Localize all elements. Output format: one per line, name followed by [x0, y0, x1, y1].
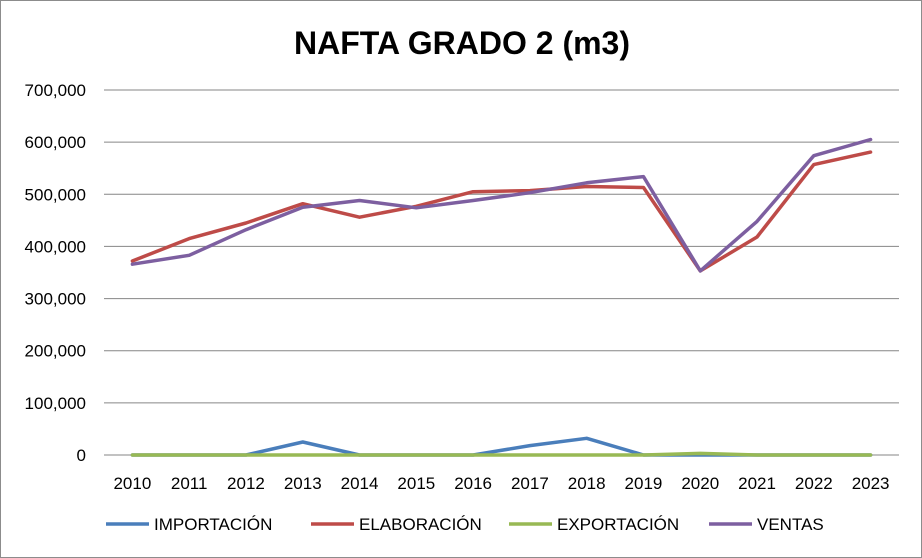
gridlines	[104, 89, 899, 456]
x-tick-label: 2017	[511, 474, 549, 493]
y-tick-label: 0	[77, 446, 86, 465]
x-axis-ticks: 2010 2011 2012 2013 2014 2015 2016 2017 2018 2019…	[113, 474, 889, 493]
chart-title: NAFTA GRADO 2 (m3)	[294, 25, 630, 61]
y-tick-label: 600,000	[25, 133, 86, 152]
series-line	[130, 150, 873, 273]
legend-label: IMPORTACIÓN	[154, 515, 272, 534]
x-tick-label: 2016	[454, 474, 492, 493]
x-tick-label: 2021	[738, 474, 776, 493]
y-tick-label: 500,000	[25, 185, 86, 204]
y-tick-label: 200,000	[25, 342, 86, 361]
x-tick-label: 2015	[397, 474, 435, 493]
x-tick-label: 2010	[113, 474, 151, 493]
x-tick-label: 2022	[795, 474, 833, 493]
legend-label: ELABORACIÓN	[359, 515, 482, 534]
y-tick-label: 700,000	[25, 81, 86, 100]
y-tick-label: 300,000	[25, 290, 86, 309]
y-tick-label: 400,000	[25, 237, 86, 256]
legend-label: VENTAS	[757, 515, 824, 534]
x-tick-label: 2011	[171, 474, 208, 493]
x-tick-label: 2023	[852, 474, 890, 493]
x-tick-label: 2019	[625, 474, 663, 493]
x-tick-label: 2014	[341, 474, 379, 493]
x-tick-label: 2018	[568, 474, 606, 493]
legend: IMPORTACIÓN ELABORACIÓN EXPORTACIÓN VENTAS	[106, 515, 824, 534]
y-axis-ticks: 0 100,000 200,000 300,000 400,000 500,000 600,…	[25, 81, 86, 465]
series-line	[130, 451, 873, 457]
series-line	[130, 436, 873, 457]
x-tick-label: 2012	[227, 474, 265, 493]
x-tick-label: 2020	[681, 474, 719, 493]
legend-label: EXPORTACIÓN	[557, 515, 679, 534]
series-line	[130, 137, 873, 273]
x-tick-label: 2013	[284, 474, 322, 493]
y-tick-label: 100,000	[25, 394, 86, 413]
series-lines	[130, 137, 873, 457]
